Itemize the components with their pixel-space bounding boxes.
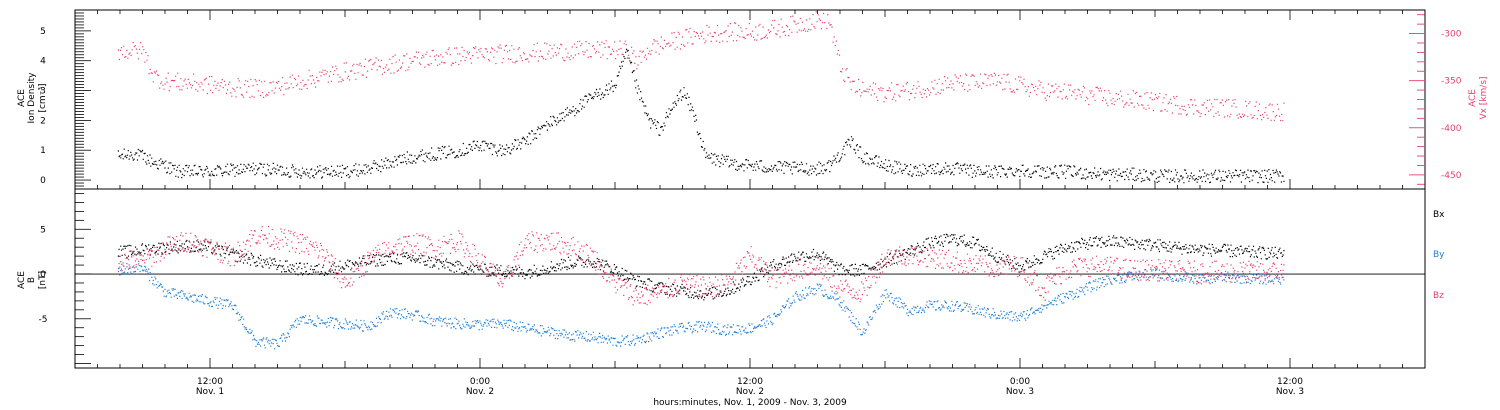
bfield-tick-label: -5 — [39, 315, 48, 325]
bz-series-points — [117, 225, 1285, 306]
velocity-tick-label: -450 — [1441, 171, 1462, 181]
density-series-points — [117, 48, 1285, 184]
density-axis-label-line3: [cm⁻³] — [38, 83, 48, 112]
bfield-axis-label-line1: ACE — [17, 271, 27, 289]
time-tick-label: 0:00 — [470, 377, 490, 387]
density-axis-label-line1: ACE — [17, 89, 27, 107]
bfield-tick-label: 0 — [40, 270, 46, 280]
time-tick-label: 0:00 — [1010, 377, 1030, 387]
density-tick-label: 5 — [40, 27, 46, 37]
date-tick-label: Nov. 2 — [736, 387, 764, 397]
density-tick-label: 2 — [40, 116, 46, 126]
velocity-tick-label: -300 — [1441, 30, 1462, 40]
date-tick-label: Nov. 3 — [1276, 387, 1304, 397]
by-series — [117, 263, 1285, 350]
by-series-points — [117, 263, 1285, 350]
density-tick-label: 1 — [40, 146, 46, 156]
date-tick-label: Nov. 1 — [196, 387, 224, 397]
velocity-axis-label-line1: ACE — [1468, 89, 1478, 107]
bfield-axis-label-line3: [nT] — [38, 271, 48, 289]
velocity-series — [117, 11, 1285, 122]
time-tick-label: 12:00 — [1277, 377, 1303, 387]
velocity-tick-label: -400 — [1441, 124, 1462, 134]
legend-bx: Bx — [1433, 210, 1445, 220]
legend-by: By — [1433, 250, 1445, 260]
bz-series — [117, 225, 1285, 306]
density-tick-label: 4 — [40, 57, 46, 67]
bfield-axis-label-line2: B — [27, 277, 37, 283]
date-tick-label: Nov. 3 — [1006, 387, 1034, 397]
bfield-tick-label: 5 — [40, 225, 46, 235]
velocity-series-points — [117, 11, 1285, 122]
density-series — [117, 48, 1285, 184]
velocity-axis-label-line2: Vx [km/s] — [1479, 76, 1489, 119]
time-tick-label: 12:00 — [737, 377, 763, 387]
density-tick-label: 3 — [40, 87, 46, 97]
magnetic-field-panel: -5 0 5 ACE B [nT] Bx By Bz — [17, 188, 1445, 369]
date-tick-label: Nov. 2 — [466, 387, 494, 397]
velocity-tick-label: -350 — [1441, 77, 1462, 87]
time-tick-label: 12:00 — [197, 377, 223, 387]
legend-bz: Bz — [1433, 291, 1444, 301]
density-axis-label-line2: Ion Density — [27, 72, 37, 124]
density-tick-label: 0 — [40, 176, 46, 186]
x-axis-title: hours:minutes, Nov. 1, 2009 - Nov. 3, 20… — [653, 398, 847, 408]
bottom-plot-frame — [74, 188, 1426, 369]
